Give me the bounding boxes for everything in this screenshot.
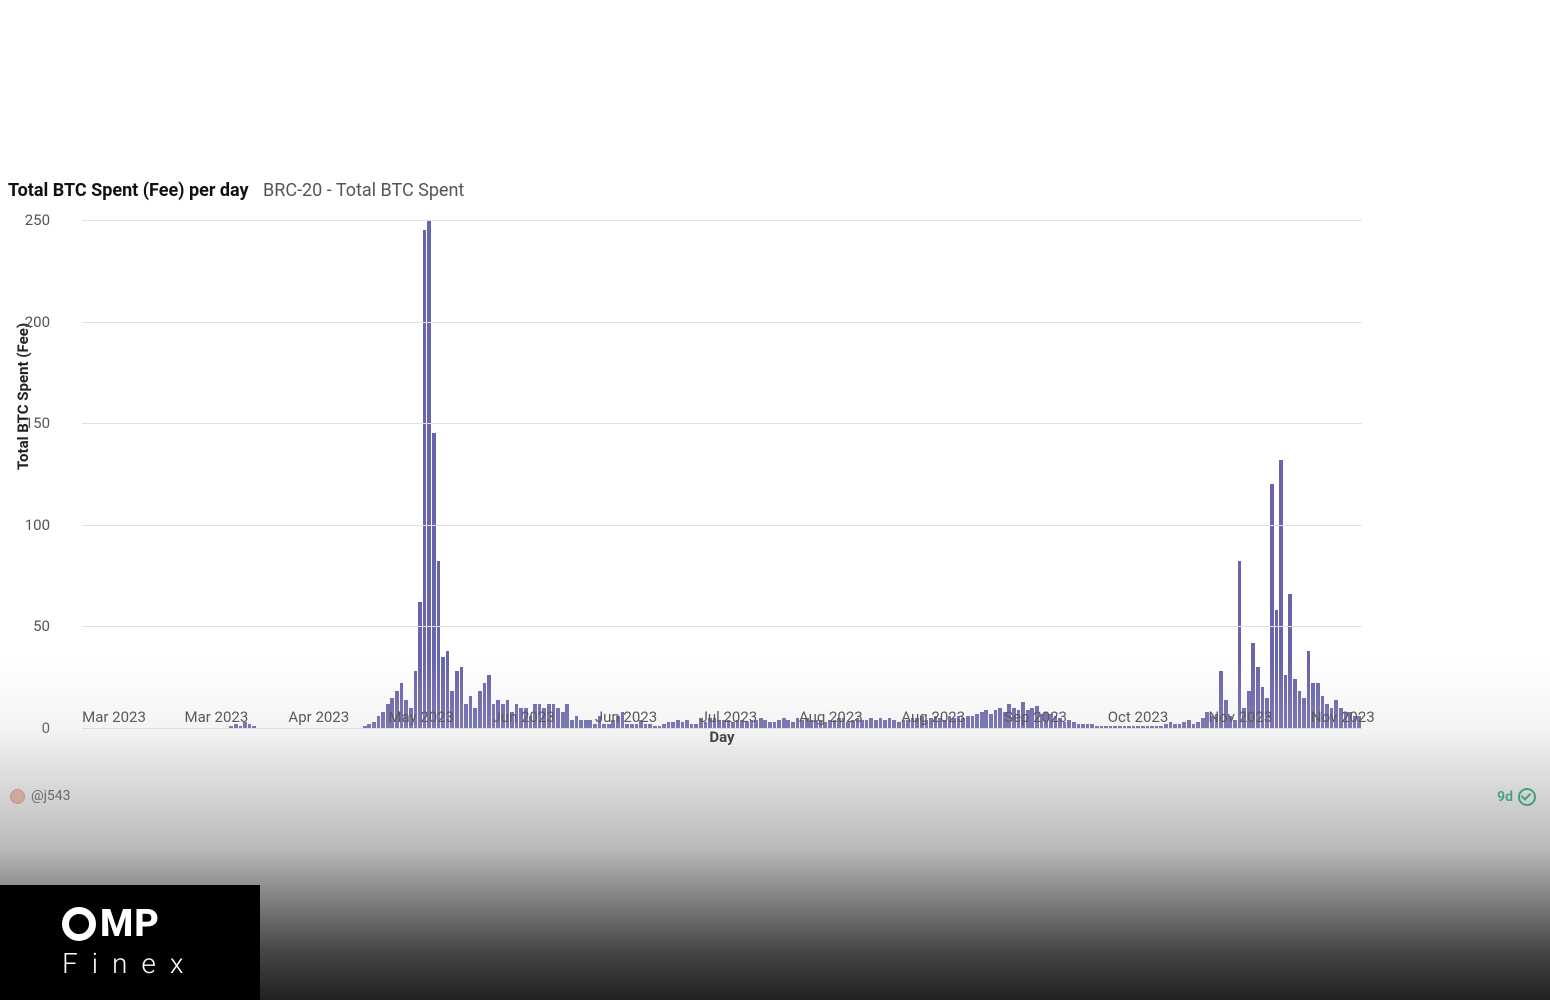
bar [460,667,464,728]
bar [1307,651,1311,728]
brand-logo-o-icon [62,907,96,941]
x-tick-label: Mar 2023 [82,708,146,726]
bar [437,561,441,728]
bar [1270,484,1274,728]
x-tick-label: Oct 2023 [1108,708,1169,726]
bar [561,712,565,728]
bar [1275,610,1279,728]
bar [777,720,781,728]
bar [473,708,477,728]
x-tick-label: Aug 2023 [799,708,863,726]
y-tick-label: 100 [0,516,50,534]
x-tick-label: Sep 2023 [1004,708,1067,726]
bar [381,712,385,728]
bar [1279,460,1283,728]
bar [984,710,988,728]
bar [1067,720,1071,728]
bar [469,696,473,729]
bar [575,716,579,728]
bar [584,720,588,728]
bar [377,716,381,728]
bar [685,720,689,728]
grid-line [82,322,1362,323]
chart-title: Total BTC Spent (Fee) per day [8,180,249,201]
refresh-age: 9d [1497,789,1513,805]
bar [427,220,431,728]
author-handle: @j543 [31,788,71,804]
bar [998,708,1002,728]
x-tick-label: Jul 2023 [700,708,758,726]
bar [1288,594,1292,728]
page-root: Total BTC Spent (Fee) per day BRC-20 - T… [0,0,1550,1000]
bar [782,718,786,728]
x-tick-label: Nov 2023 [1208,708,1272,726]
bar [980,712,984,728]
brand-logo-line1: MP [62,905,260,943]
bar [1298,691,1302,728]
x-tick-label: Nov 2023 [1311,708,1375,726]
bar [892,720,896,728]
bar [786,720,790,728]
brand-logo: MP Finex [0,885,260,1000]
bar [883,720,887,728]
bar [478,691,482,728]
grid-line [82,626,1362,627]
x-tick-label: Apr 2023 [288,708,349,726]
bar [989,714,993,728]
bar [1293,679,1297,728]
x-tick-label: Jun 2023 [595,708,657,726]
author-badge: @j543 [10,788,71,804]
bar [464,704,468,728]
bar [865,720,869,728]
author-dot-icon [10,789,25,804]
x-tick-label: Mar 2023 [185,708,249,726]
bar [483,683,487,728]
bar [966,716,970,728]
grid-line [82,220,1362,221]
brand-logo-line2: Finex [62,947,260,980]
bar [1284,675,1288,728]
bar [423,230,427,728]
chart-titles: Total BTC Spent (Fee) per day BRC-20 - T… [8,180,464,201]
bar [888,718,892,728]
y-tick-label: 150 [0,414,50,432]
bar [763,720,767,728]
x-tick-label: Jun 2023 [492,708,554,726]
grid-line [82,423,1362,424]
bar [759,718,763,728]
bar [1187,720,1191,728]
bar [455,671,459,728]
bar [432,433,436,728]
x-axis-label: Day [82,728,1362,746]
plot-area [82,220,1362,728]
x-tick-label: Aug 2023 [901,708,965,726]
bar [1201,718,1205,728]
bar [487,675,491,728]
check-circle-icon [1518,788,1536,806]
bar [570,720,574,728]
y-tick-label: 50 [0,617,50,635]
bar [1302,698,1306,728]
bar [579,720,583,728]
bar [971,716,975,728]
y-tick-label: 0 [0,719,50,737]
bar [879,718,883,728]
y-tick-label: 250 [0,211,50,229]
bar [565,704,569,728]
bar [874,720,878,728]
bar [994,710,998,728]
refresh-badge: 9d [1497,788,1536,806]
bar [588,720,592,728]
bar [869,718,873,728]
bar [676,720,680,728]
bar [1238,561,1242,728]
grid-line [82,525,1362,526]
x-tick-label: May 2023 [388,708,454,726]
y-tick-label: 200 [0,313,50,331]
y-axis-label: Total BTC Spent (Fee) [14,323,32,470]
bar [975,714,979,728]
chart-subtitle: BRC-20 - Total BTC Spent [263,180,464,201]
bars-layer [82,220,1362,728]
bar [556,708,560,728]
